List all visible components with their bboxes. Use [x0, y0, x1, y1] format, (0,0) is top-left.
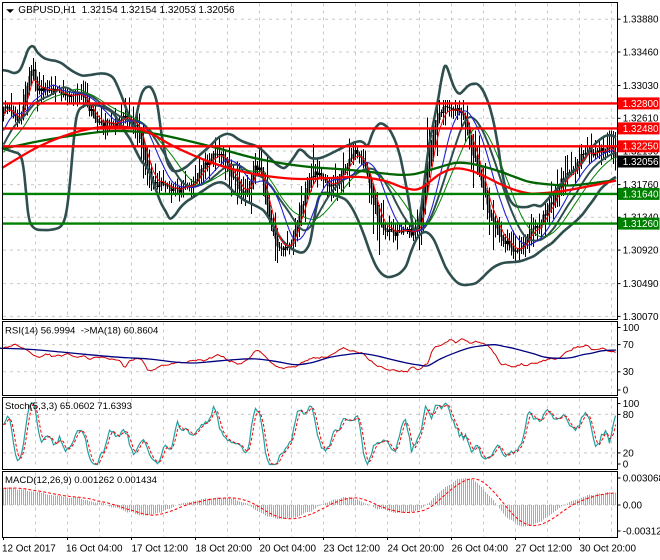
- svg-text:12 Oct 2017: 12 Oct 2017: [2, 543, 56, 554]
- svg-text:Stoch(5,3,3) 65.0602 71.6393: Stoch(5,3,3) 65.0602 71.6393: [5, 401, 132, 412]
- svg-text:MACD(12,26,9) 0.001262 0.00143: MACD(12,26,9) 0.001262 0.001434: [5, 475, 158, 486]
- svg-text:1.32056: 1.32056: [623, 157, 659, 168]
- svg-text:80: 80: [623, 410, 634, 421]
- svg-text:0.003068: 0.003068: [623, 473, 660, 484]
- svg-text:100: 100: [623, 323, 640, 334]
- svg-text:0.00: 0.00: [623, 500, 643, 511]
- svg-text:70: 70: [623, 340, 634, 351]
- svg-text:RSI(14) 56.9994 ->MA(18) 60.8: RSI(14) 56.9994 ->MA(18) 60.8604: [5, 326, 159, 337]
- svg-text:1.31760: 1.31760: [623, 180, 659, 191]
- svg-text:30 Oct 20:00: 30 Oct 20:00: [580, 543, 637, 554]
- svg-text:1.33880: 1.33880: [623, 15, 659, 26]
- svg-text:-0.003126: -0.003126: [623, 526, 660, 537]
- svg-text:17 Oct 12:00: 17 Oct 12:00: [132, 543, 189, 554]
- svg-text:0: 0: [623, 459, 629, 470]
- svg-text:1.31260: 1.31260: [623, 219, 659, 230]
- svg-text:1.31640: 1.31640: [623, 189, 659, 200]
- svg-text:1.30490: 1.30490: [623, 279, 659, 290]
- svg-text:23 Oct 12:00: 23 Oct 12:00: [324, 543, 381, 554]
- svg-text:1.33460: 1.33460: [623, 47, 659, 58]
- svg-text:0: 0: [623, 385, 629, 396]
- svg-text:1.32800: 1.32800: [623, 99, 659, 110]
- svg-text:1.32250: 1.32250: [623, 142, 659, 153]
- svg-text:1.32480: 1.32480: [623, 124, 659, 135]
- svg-text:27 Oct 12:00: 27 Oct 12:00: [516, 543, 573, 554]
- svg-text:1.30920: 1.30920: [623, 246, 659, 257]
- svg-text:26 Oct 04:00: 26 Oct 04:00: [452, 543, 509, 554]
- svg-text:30: 30: [623, 367, 634, 378]
- svg-text:20: 20: [623, 448, 634, 459]
- svg-text:100: 100: [623, 399, 640, 410]
- svg-text:1.33030: 1.33030: [623, 81, 659, 92]
- svg-text:16 Oct 04:00: 16 Oct 04:00: [66, 543, 123, 554]
- svg-text:20 Oct 04:00: 20 Oct 04:00: [260, 543, 317, 554]
- svg-text:GBPUSD,H1 1.32154 1.32154 1.3: GBPUSD,H1 1.32154 1.32154 1.32053 1.3205…: [18, 5, 235, 16]
- svg-text:1.32610: 1.32610: [623, 114, 659, 125]
- svg-text:24 Oct 20:00: 24 Oct 20:00: [388, 543, 445, 554]
- svg-text:18 Oct 20:00: 18 Oct 20:00: [196, 543, 253, 554]
- svg-text:1.30070: 1.30070: [623, 312, 659, 323]
